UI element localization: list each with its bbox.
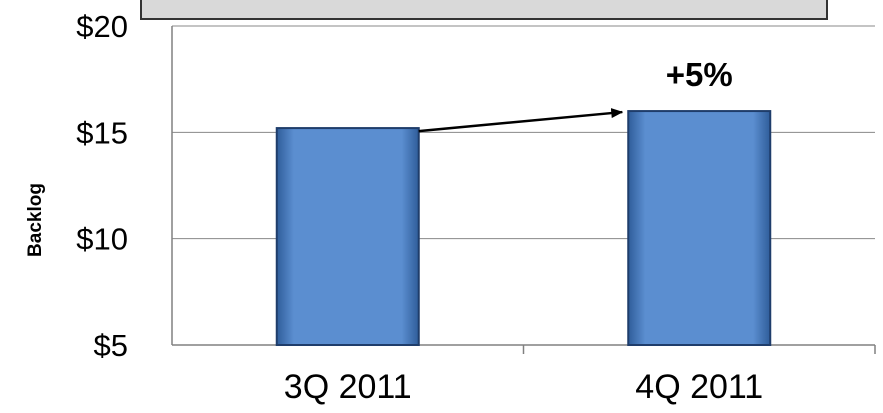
change-arrow [418, 108, 624, 133]
labels: $5 $10 $15 $20 3Q 2011 4Q 2011 [76, 9, 763, 406]
y-tick-label: $15 [76, 115, 128, 150]
y-axis-label: Backlog [25, 183, 46, 257]
x-tick-label: 4Q 2011 [635, 368, 763, 406]
bar [275, 127, 420, 346]
change-annotation: +5% [666, 56, 733, 93]
x-tick-label: 3Q 2011 [284, 368, 412, 406]
bars [275, 110, 772, 346]
bar [627, 110, 772, 346]
y-tick-label: $20 [76, 9, 128, 44]
y-tick-label: $5 [94, 328, 128, 363]
chart-title-box [140, 0, 828, 20]
y-tick-label: $10 [76, 222, 128, 257]
